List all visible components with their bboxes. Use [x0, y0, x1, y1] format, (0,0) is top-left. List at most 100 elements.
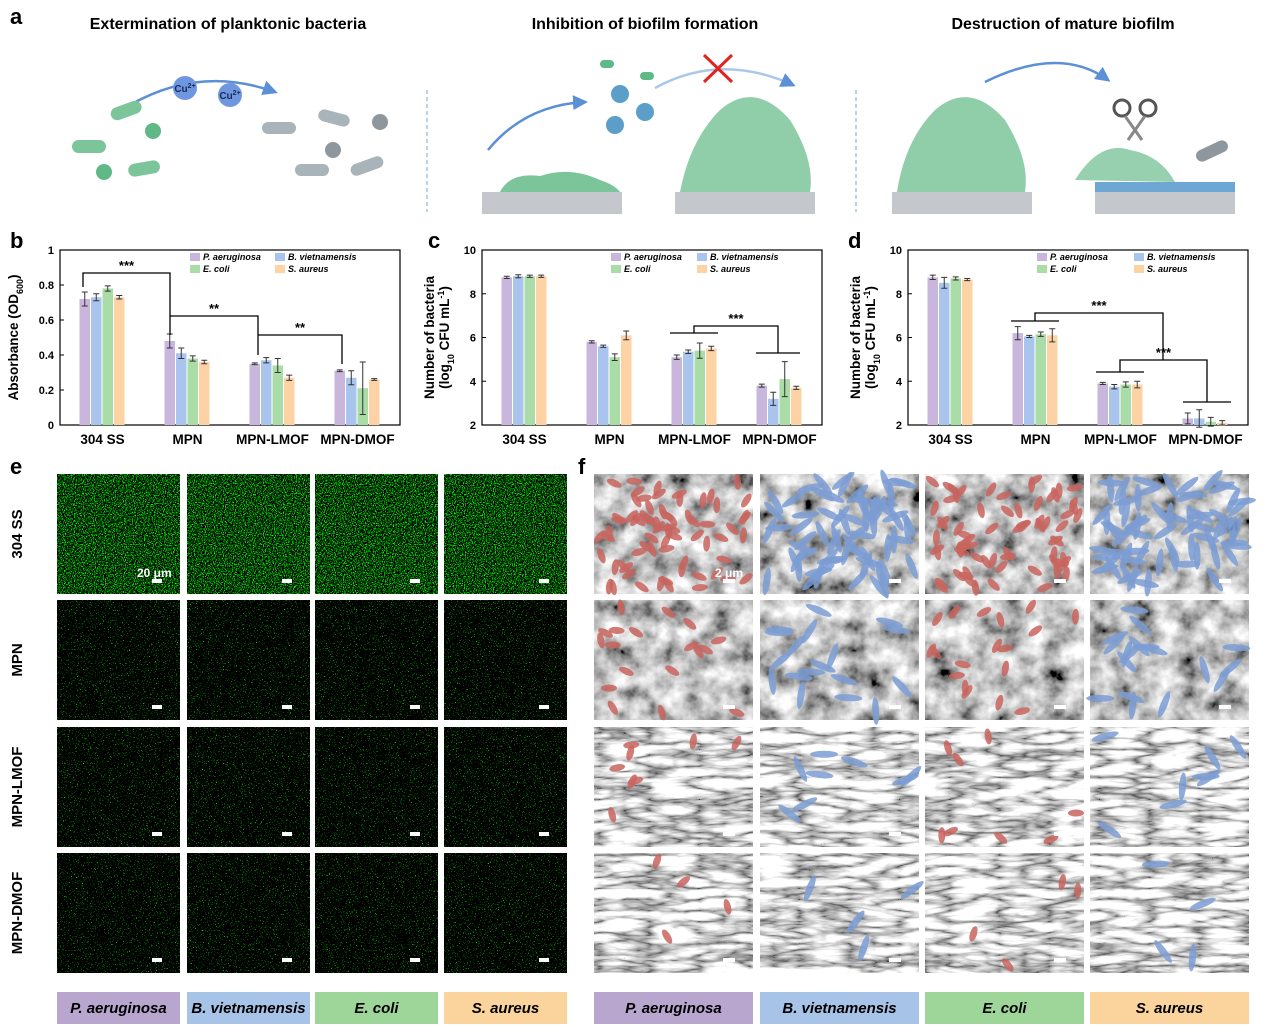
bacteria-overlay [618, 666, 634, 677]
species-legend-box [187, 992, 310, 1024]
bacteria-overlay [1050, 546, 1058, 563]
y-axis-label-part: 10 [446, 354, 456, 364]
bacteria-overlay [900, 511, 917, 536]
bar [1035, 334, 1046, 425]
plot-frame [59, 249, 401, 426]
bar [524, 276, 535, 425]
bacteria-overlay [926, 643, 937, 658]
bacteria-overlay [691, 571, 707, 581]
bacteria-overlay [1033, 495, 1043, 512]
bacteria-overlay [1162, 473, 1178, 498]
y-tick-label: 8 [896, 289, 902, 301]
bacteria-overlay [1228, 497, 1256, 506]
bacteria-overlay [805, 603, 832, 617]
bacteria-overlay [617, 599, 625, 616]
bacteria-overlay [1132, 476, 1160, 487]
ion-label: Cu2+ [219, 90, 240, 102]
bar [369, 379, 380, 425]
bacteria-overlay [689, 733, 697, 750]
bacteria-overlay [991, 638, 1002, 653]
bacteria-overlay [684, 509, 694, 525]
bacteria-overlay [953, 521, 964, 536]
significance-label: *** [1156, 345, 1172, 360]
bacteria-overlay [842, 534, 862, 556]
error-bar [793, 385, 800, 390]
scale-bar [889, 579, 901, 583]
bacteria-overlay [970, 552, 985, 563]
error-bar [673, 354, 680, 360]
bacteria-overlay [678, 561, 686, 578]
scale-bar [539, 958, 549, 962]
sem-image [925, 727, 1084, 847]
bacteria-overlay [1203, 470, 1223, 492]
bacteria-overlay [815, 520, 829, 547]
legend-label: B. vietnamensis [288, 252, 357, 262]
bacteria-overlay [781, 491, 806, 508]
bacteria-overlay [948, 672, 965, 680]
bacteria-overlay [816, 507, 843, 522]
legend-swatch [611, 253, 621, 261]
bacterium [128, 160, 160, 177]
bacteria-overlay [841, 513, 868, 527]
significance-bracket [258, 334, 343, 364]
bacteria-overlay [1017, 519, 1030, 533]
bacteria-overlay [690, 529, 704, 542]
y-axis-label-part: (log [863, 364, 878, 389]
fluorescence-image [444, 600, 567, 720]
bar [164, 341, 175, 425]
bacteria-overlay [809, 660, 836, 673]
scale-bar [1219, 958, 1231, 962]
legend-swatch [1037, 253, 1047, 261]
dead-bacterium [318, 109, 350, 127]
bacteria-overlay [622, 568, 636, 580]
bacteria-overlay [1155, 548, 1164, 577]
fluorescence-image [57, 853, 180, 973]
bacteria-overlay [1000, 505, 1014, 518]
sem-image [1090, 600, 1249, 720]
bar [598, 346, 609, 425]
bar [79, 299, 90, 425]
bacteria-overlay [873, 495, 886, 523]
bacteria-overlay [639, 513, 655, 523]
bacteria-overlay [628, 627, 644, 638]
bacteria-overlay [969, 926, 978, 942]
illustration [72, 53, 1235, 214]
bacteria-overlay [834, 694, 863, 702]
cu-ion [173, 76, 197, 100]
bacteria-overlay [882, 625, 910, 634]
bacteria-overlay [1129, 615, 1152, 635]
fluorescence-image [187, 727, 310, 847]
bacteria-overlay [875, 560, 885, 589]
bar [114, 297, 125, 425]
bacteria-overlay [767, 489, 784, 514]
error-bar [1122, 381, 1129, 388]
bacteria-overlay [1062, 567, 1070, 583]
bacteria-overlay [660, 533, 671, 549]
bar [1132, 384, 1143, 425]
bacteria-overlay [1217, 516, 1238, 537]
bacteria-overlay [607, 700, 619, 715]
error-bar [526, 274, 533, 278]
bacteria-overlay [1186, 504, 1195, 533]
ion-symbol: Cu [219, 91, 232, 102]
bar [950, 278, 961, 425]
legend-label: B. vietnamensis [1147, 252, 1216, 262]
bacteria-overlay [1151, 502, 1171, 524]
x-tick-label: MPN [595, 432, 625, 447]
scale-bar [152, 832, 162, 836]
sem-image [760, 727, 919, 847]
significance-label: *** [728, 311, 744, 326]
species-legend-label: P. aeruginosa [625, 1000, 721, 1017]
bacterium [72, 140, 106, 153]
error-bar [189, 355, 196, 362]
scale-bar [889, 705, 901, 709]
bacterium [600, 60, 614, 68]
y-tick-label: 10 [890, 245, 902, 257]
bacteria-overlay [684, 641, 699, 652]
y-axis-label-part: ) [6, 274, 21, 279]
bacteria-overlay [713, 497, 721, 514]
bacteria-overlay [943, 495, 959, 504]
panel-label: e [10, 454, 22, 479]
error-bar [952, 276, 959, 281]
